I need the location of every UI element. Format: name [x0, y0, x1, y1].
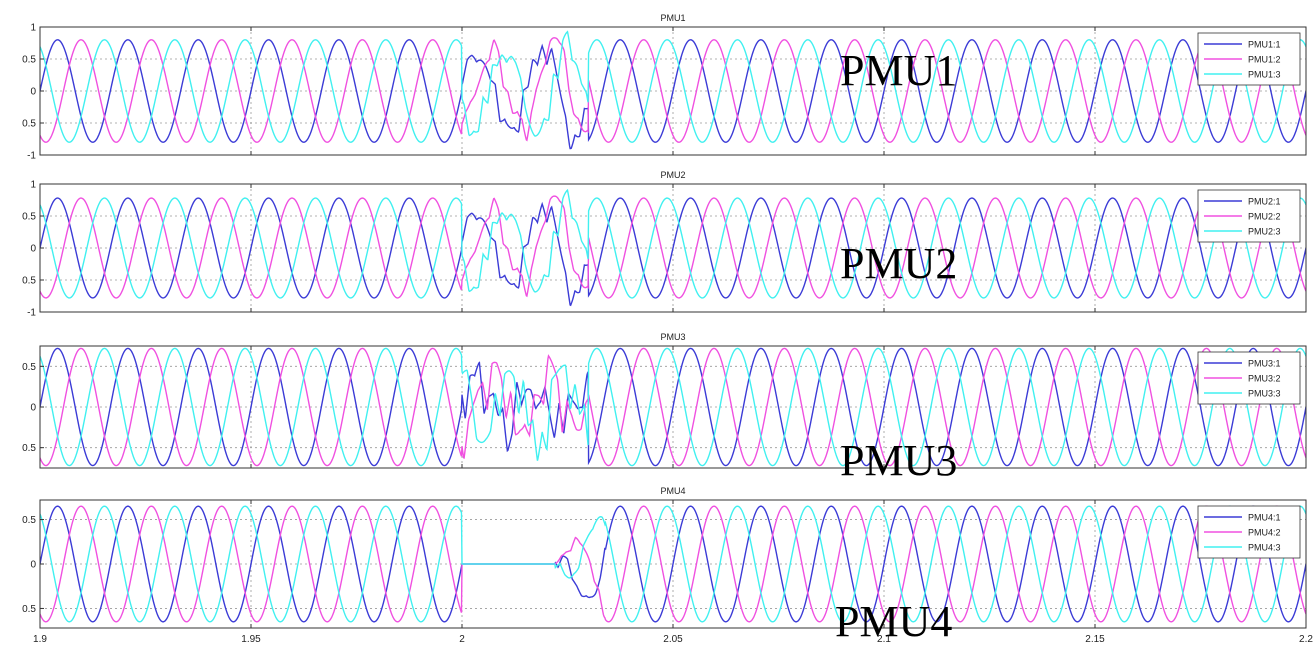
x-tick-label: 2.1: [877, 634, 891, 645]
y-tick-label: 0: [30, 87, 36, 98]
panel-title: PMU2: [660, 170, 685, 180]
series-line-PMU4-1: [40, 505, 1306, 623]
series-line-PMU2-3: [40, 188, 1306, 299]
panel-title: PMU1: [660, 13, 685, 23]
legend: PMU4:1 PMU4:2 PMU4:3: [1197, 505, 1301, 559]
panel-title: PMU4: [660, 486, 685, 496]
legend-label: PMU2:3: [1248, 227, 1281, 237]
legend-label: PMU2:2: [1248, 212, 1281, 222]
series-line-PMU2-1: [40, 197, 1306, 307]
legend-label: PMU3:2: [1248, 374, 1281, 384]
y-tick-label: 0.5: [22, 212, 36, 223]
panel-1: 1 0.5 0 0.5 -1 PMU1 PMU1:1 PMU1:2 PMU1:3 PMU1: [22, 13, 1307, 162]
legend-label: PMU1:3: [1248, 70, 1281, 80]
y-tick-label: 0.5: [22, 515, 36, 526]
x-tick-label: 1.9: [33, 634, 47, 645]
y-tick-label: 0: [30, 244, 36, 255]
overlay-label: PMU4: [835, 597, 952, 646]
legend-label: PMU4:2: [1248, 528, 1281, 538]
series-line-PMU1-3: [40, 30, 1306, 143]
x-tick-label: 2.15: [1085, 634, 1105, 645]
legend-label: PMU4:1: [1248, 513, 1281, 523]
legend-label: PMU3:1: [1248, 359, 1281, 369]
x-tick-label: 1.95: [241, 634, 261, 645]
y-tick-label: 0: [30, 403, 36, 414]
x-tick-label: 2.2: [1299, 634, 1313, 645]
legend-label: PMU1:1: [1248, 40, 1281, 50]
legend-label: PMU2:1: [1248, 197, 1281, 207]
legend-label: PMU4:3: [1248, 543, 1281, 553]
y-tick-label: 0.5: [22, 604, 36, 615]
overlay-label: PMU3: [840, 436, 957, 485]
y-tick-label: 0: [30, 560, 36, 571]
y-tick-label: 0.5: [22, 119, 36, 130]
legend-label: PMU1:2: [1248, 55, 1281, 65]
y-tick-label: -1: [27, 151, 36, 162]
panel-title: PMU3: [660, 332, 685, 342]
y-tick-label: -1: [27, 308, 36, 319]
panel-3: 0.5 0 0.5 PMU3 PMU3:1 PMU3:2 PMU3:3 PMU3: [22, 332, 1307, 485]
y-tick-label: 1: [30, 180, 36, 191]
series-line-PMU1-1: [40, 39, 1306, 150]
overlay-label: PMU1: [840, 46, 957, 95]
panel-4: 1.9 1.95 2 2.05 2.1 2.15 2.20.500.5PMU4PMU4:1P…: [22, 486, 1313, 646]
overlay-label: PMU2: [840, 239, 957, 288]
series-line-PMU3-1: [40, 347, 1306, 467]
y-tick-label: 0.5: [22, 362, 36, 373]
y-tick-label: 0.5: [22, 443, 36, 454]
series-line-PMU1-2: [40, 37, 1306, 143]
y-tick-label: 0.5: [22, 276, 36, 287]
y-tick-label: 0.5: [22, 55, 36, 66]
series-line-PMU4-2: [40, 505, 1306, 623]
legend-label: PMU3:3: [1248, 389, 1281, 399]
x-tick-label: 2.05: [663, 634, 683, 645]
y-tick-label: 1: [30, 23, 36, 34]
series-line-PMU2-2: [40, 195, 1306, 299]
series-line-PMU4-3: [40, 505, 1306, 623]
legend: PMU3:1 PMU3:2 PMU3:3: [1197, 351, 1301, 405]
series-line-PMU3-3: [40, 347, 1306, 467]
panel-2: 1 0.5 0 0.5 -1 PMU2 PMU2:1 PMU2:2 PMU2:3 PMU2: [22, 170, 1307, 319]
legend: PMU2:1 PMU2:2 PMU2:3: [1197, 189, 1301, 243]
x-tick-label: 2: [459, 634, 465, 645]
series-line-PMU3-2: [40, 347, 1306, 467]
legend: PMU1:1 PMU1:2 PMU1:3: [1197, 32, 1301, 86]
